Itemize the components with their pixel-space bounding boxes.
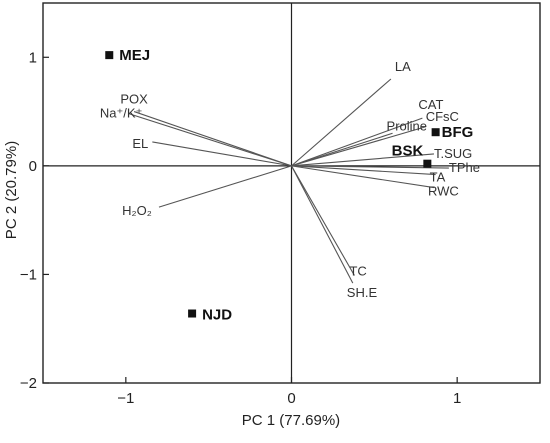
loading-label: POX [120, 92, 148, 107]
x-axis-title: PC 1 (77.69%) [242, 412, 340, 429]
y-tick-label: −2 [20, 375, 37, 392]
loading-vector [291, 165, 435, 189]
score-point [105, 51, 114, 60]
y-axis-title: PC 2 (20.79%) [3, 141, 20, 239]
zero-lines [43, 3, 540, 383]
y-tick-label: 1 [29, 49, 37, 66]
loading-label: Na⁺/K⁺ [100, 106, 143, 121]
loading-vector [291, 165, 449, 169]
loading-label: CAT [418, 97, 443, 112]
loading-label: SH.E [347, 285, 378, 300]
loading-vector [291, 153, 435, 167]
y-axis-ticks: −2 −1 0 1 [20, 49, 49, 392]
loading-vector [291, 78, 392, 167]
loading-label: Proline [387, 118, 427, 133]
loading-vector [128, 113, 292, 167]
score-points: MEJ BFG BSK NJD [105, 47, 474, 324]
score-label: BSK [392, 143, 424, 160]
loading-vector [291, 117, 423, 167]
loading-label: TC [349, 264, 366, 279]
loading-label: CFsC [426, 109, 459, 124]
loading-vector [158, 165, 292, 208]
loading-label: H₂O₂ [122, 203, 152, 218]
loading-vector [291, 126, 426, 167]
loading-vector [291, 165, 436, 176]
loading-label: TA [430, 170, 446, 185]
x-axis-ticks: −1 0 1 [117, 377, 461, 407]
score-point [423, 159, 432, 168]
loading-vector [291, 132, 393, 167]
score-label: MEJ [119, 47, 150, 64]
score-label: BFG [442, 124, 474, 141]
y-tick-label: −1 [20, 266, 37, 283]
loading-vector [133, 111, 292, 167]
score-label: NJD [202, 307, 232, 324]
loading-vector [291, 165, 354, 284]
y-tick-label: 0 [29, 158, 37, 175]
loading-vector [152, 141, 292, 167]
loading-label: EL [132, 136, 148, 151]
loading-label: RWC [428, 184, 459, 199]
loading-vector [291, 165, 355, 276]
score-point [431, 128, 440, 137]
score-point [188, 309, 197, 318]
x-tick-label: −1 [117, 390, 134, 407]
x-tick-label: 0 [287, 390, 295, 407]
loading-label: LA [395, 59, 411, 74]
x-tick-label: 1 [453, 390, 461, 407]
loading-label: T.SUG [434, 146, 472, 161]
loading-label: TPhe [449, 160, 480, 175]
